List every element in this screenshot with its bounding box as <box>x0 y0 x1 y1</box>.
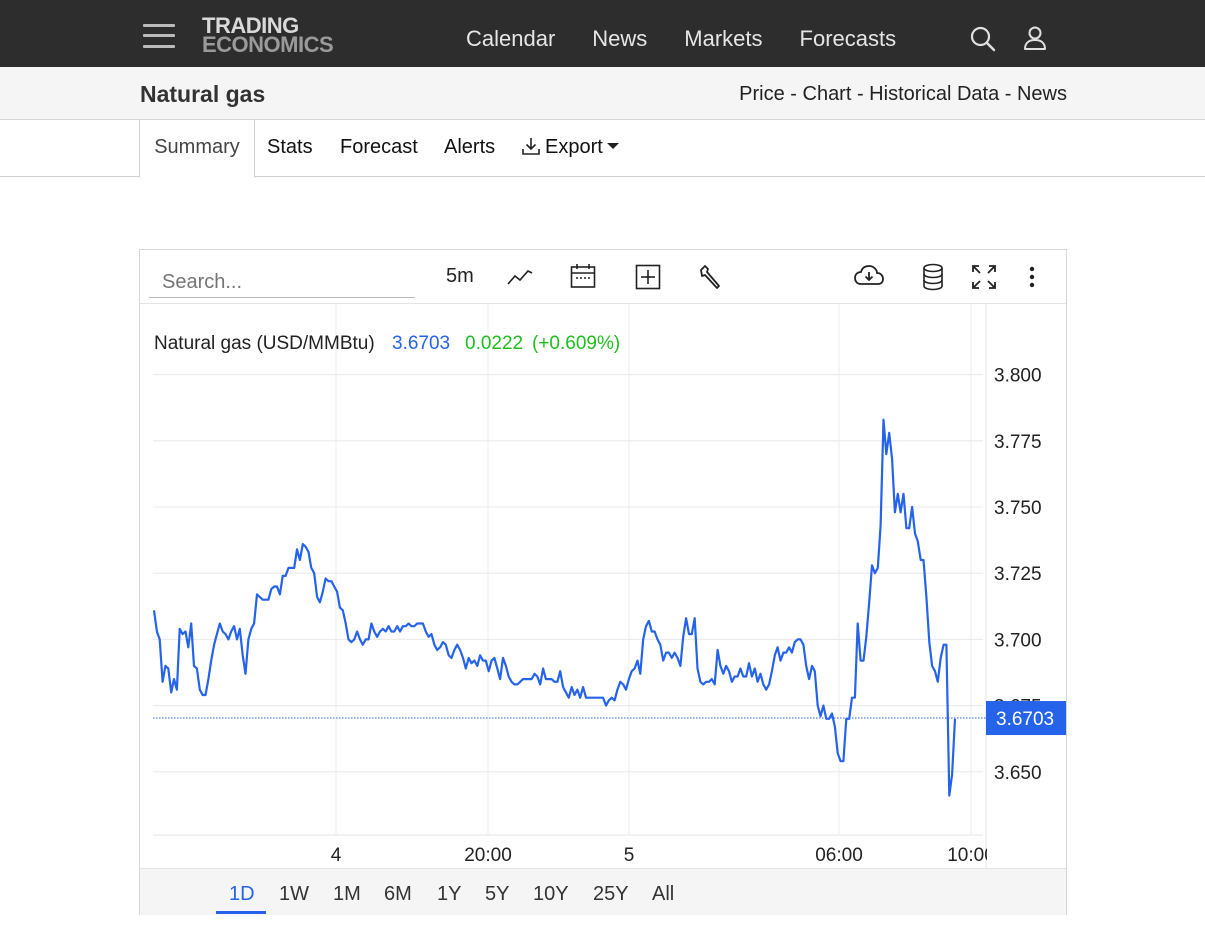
chart-toolbar: 5m <box>140 250 1066 304</box>
active-range-indicator <box>216 911 266 914</box>
user-icon[interactable] <box>1021 24 1049 52</box>
interval-selector[interactable]: 5m <box>446 265 474 287</box>
calendar-icon[interactable] <box>569 262 597 292</box>
y-tick-label: 3.725 <box>994 564 1042 585</box>
range-6m[interactable]: 6M <box>384 883 412 905</box>
range-25y[interactable]: 25Y <box>593 883 629 905</box>
tab-summary[interactable]: Summary <box>139 120 255 178</box>
top-nav: TRADING ECONOMICS Calendar News Markets … <box>0 0 1205 67</box>
page-title: Natural gas <box>140 81 266 107</box>
logo-line-2: ECONOMICS <box>202 32 334 57</box>
x-tick-label: 20:00 <box>464 845 512 866</box>
range-10y[interactable]: 10Y <box>533 883 569 905</box>
line-chart-icon[interactable] <box>506 262 534 292</box>
range-1y[interactable]: 1Y <box>437 883 462 905</box>
symbol-search-input[interactable] <box>149 268 415 298</box>
tab-alerts[interactable]: Alerts <box>444 136 496 158</box>
nav-link-markets[interactable]: Markets <box>684 26 763 51</box>
wrench-icon[interactable] <box>696 262 724 292</box>
range-1d[interactable]: 1D <box>229 883 255 905</box>
cloud-download-icon[interactable] <box>853 262 885 292</box>
range-1w[interactable]: 1W <box>279 883 309 905</box>
export-label: Export <box>545 136 603 158</box>
x-tick-label: 10:00 <box>947 845 995 866</box>
y-tick-label: 3.750 <box>994 498 1042 519</box>
x-axis: 4 20:00 5 06:00 10:00 <box>331 839 1066 868</box>
download-icon <box>522 138 540 155</box>
legend-price: 3.6703 <box>392 333 450 354</box>
y-tick-label: 3.800 <box>994 366 1042 387</box>
x-tick-label: 4 <box>331 845 342 866</box>
range-selector: 1D 1W 1M 6M 1Y 5Y 10Y 25Y All <box>140 868 1066 915</box>
y-tick-label: 3.700 <box>994 630 1042 651</box>
nav-link-forecasts[interactable]: Forecasts <box>799 26 897 51</box>
breadcrumb[interactable]: Price - Chart - Historical Data - News <box>739 83 1067 105</box>
more-vert-icon[interactable] <box>1024 262 1040 292</box>
tab-stats[interactable]: Stats <box>267 136 313 158</box>
chart-panel: 5m <box>139 249 1067 915</box>
fullscreen-icon[interactable] <box>970 262 998 292</box>
y-tick-label: 3.775 <box>994 432 1042 453</box>
caret-down-icon <box>606 143 619 149</box>
add-icon[interactable] <box>634 262 662 292</box>
legend-change-pct: (+0.609%) <box>532 333 620 354</box>
page-header: Natural gas Price - Chart - Historical D… <box>0 67 1205 120</box>
legend-series-name: Natural gas (USD/MMBtu) <box>154 333 375 354</box>
nav-links: Calendar News Markets Forecasts <box>466 26 933 52</box>
series-line-natural-gas <box>152 418 957 797</box>
x-tick-label: 06:00 <box>815 845 863 866</box>
tab-export[interactable]: Export <box>521 120 619 177</box>
last-price-badge-bg <box>986 701 1066 736</box>
x-axis-mask <box>987 839 1066 868</box>
logo-line-1: TRADING <box>202 13 299 38</box>
nav-link-calendar[interactable]: Calendar <box>466 26 556 51</box>
tab-bar: Summary Stats Forecast Alerts Export <box>0 120 1205 178</box>
site-logo[interactable]: TRADING ECONOMICS <box>202 13 334 57</box>
range-5y[interactable]: 5Y <box>485 883 510 905</box>
range-all[interactable]: All <box>652 883 675 905</box>
nav-link-news[interactable]: News <box>592 26 648 51</box>
chart-legend: Natural gas (USD/MMBtu) 3.6703 0.0222 (+… <box>154 333 620 354</box>
tab-forecast[interactable]: Forecast <box>340 136 418 158</box>
database-icon[interactable] <box>920 262 946 292</box>
chart-grid <box>153 304 987 868</box>
y-tick-label: 3.650 <box>994 763 1042 784</box>
x-tick-label: 5 <box>624 845 635 866</box>
last-price-badge-label: 3.6703 <box>996 709 1054 730</box>
last-price-badge: 3.6703 <box>986 701 1066 736</box>
search-icon[interactable] <box>969 25 997 53</box>
menu-icon[interactable] <box>143 24 175 48</box>
legend-change: 0.0222 <box>465 333 523 354</box>
range-1m[interactable]: 1M <box>333 883 361 905</box>
